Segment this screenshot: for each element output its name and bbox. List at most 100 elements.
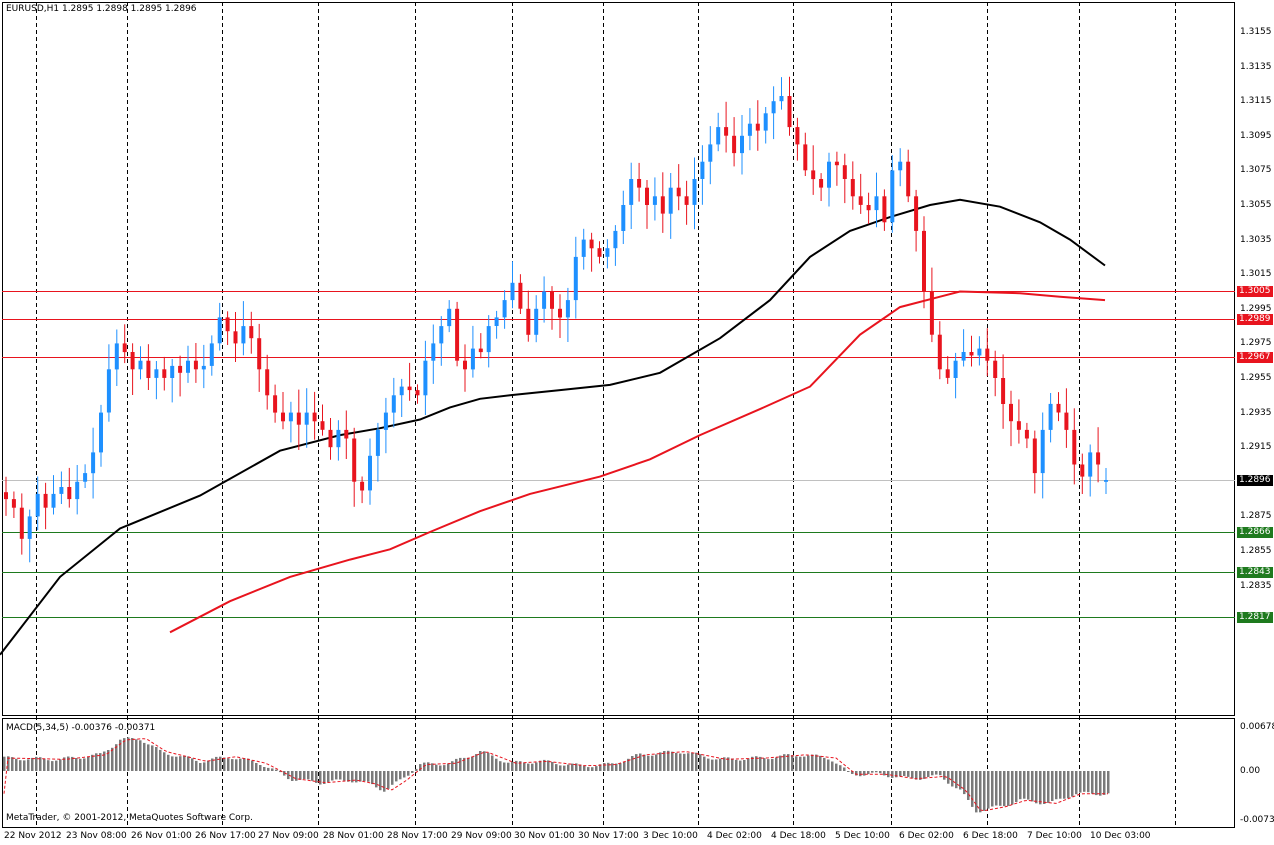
- macd-bar: [127, 737, 130, 771]
- macd-bar: [527, 763, 530, 771]
- macd-bar: [435, 764, 438, 771]
- macd-bar: [587, 767, 590, 771]
- candle-body: [771, 101, 776, 114]
- candle-body: [858, 196, 863, 205]
- macd-bar: [195, 760, 198, 771]
- candle-body: [312, 412, 317, 422]
- macd-bar: [827, 759, 830, 771]
- macd-bar: [111, 747, 114, 771]
- macd-bar: [703, 756, 706, 771]
- macd-bar: [727, 757, 730, 771]
- macd-bar: [211, 758, 214, 771]
- macd-bar: [483, 751, 486, 771]
- candle-body: [1040, 429, 1045, 474]
- candle-body: [19, 507, 24, 539]
- candle-body: [494, 317, 499, 326]
- time-axis-label: 4 Dec 02:00: [707, 831, 762, 841]
- candle-body: [684, 196, 689, 205]
- macd-bar: [1075, 771, 1078, 795]
- macd-bar: [115, 744, 118, 771]
- macd-bar: [543, 759, 546, 771]
- macd-bar: [883, 771, 886, 776]
- macd-bar: [567, 764, 570, 771]
- candle-body: [597, 248, 602, 257]
- candle-body: [439, 326, 444, 344]
- macd-bar: [715, 759, 718, 771]
- candle-body: [106, 369, 111, 413]
- macd-bar: [255, 763, 258, 771]
- candle-body: [486, 326, 491, 353]
- macd-bar: [919, 771, 922, 780]
- macd-bar: [139, 740, 142, 771]
- candle-body: [945, 369, 950, 378]
- macd-bar: [643, 754, 646, 771]
- macd-bar: [507, 762, 510, 771]
- time-axis-label: 30 Nov 17:00: [578, 831, 639, 841]
- candle-body: [1009, 403, 1013, 422]
- price-axis-label: 1.3095: [1240, 130, 1272, 141]
- macd-bar: [799, 756, 802, 771]
- macd-bar: [347, 771, 350, 782]
- macd-bar: [867, 771, 870, 775]
- macd-bar: [331, 771, 334, 781]
- macd-bar: [739, 760, 742, 771]
- macd-bar: [787, 754, 790, 771]
- candle-body: [645, 187, 649, 205]
- macd-bar: [1055, 771, 1058, 800]
- macd-bar: [655, 754, 658, 771]
- macd-title: MACD(5,34,5) -0.00376 -0.00371: [6, 723, 156, 733]
- price-axis-label: 1.2955: [1240, 373, 1272, 383]
- macd-bar: [303, 771, 306, 779]
- candle-body: [209, 343, 214, 366]
- macd-bar: [907, 771, 910, 777]
- macd-bar: [595, 766, 598, 771]
- macd-bar: [19, 760, 22, 771]
- macd-bar: [971, 771, 974, 807]
- candle-body: [969, 352, 974, 356]
- macd-bar: [243, 758, 246, 771]
- macd-bar: [847, 771, 850, 772]
- candle-body: [146, 360, 151, 378]
- macd-bar: [419, 764, 422, 771]
- macd-bar: [807, 755, 810, 771]
- time-axis-label: 6 Dec 18:00: [963, 831, 1018, 841]
- macd-bar: [1103, 771, 1106, 795]
- macd-bar: [1043, 771, 1046, 804]
- macd-bar: [167, 754, 170, 771]
- candle-body: [961, 352, 966, 361]
- candle-body: [914, 196, 919, 231]
- macd-bar: [611, 763, 614, 771]
- macd-bar: [471, 756, 474, 771]
- macd-bar: [999, 771, 1002, 806]
- macd-bar: [1091, 771, 1094, 794]
- macd-bar: [511, 761, 514, 771]
- macd-bar: [635, 754, 638, 771]
- candle-body: [922, 230, 926, 292]
- macd-bar: [59, 759, 62, 771]
- macd-bar: [647, 755, 650, 771]
- candle-body: [114, 343, 119, 370]
- macd-bar: [663, 751, 666, 771]
- candle-body: [407, 386, 412, 391]
- candle-body: [59, 487, 64, 494]
- macd-bar: [395, 771, 398, 782]
- macd-bar: [183, 755, 186, 771]
- macd-bar: [123, 738, 126, 771]
- macd-bar: [283, 771, 286, 776]
- macd-bar: [227, 758, 230, 771]
- candle-body: [542, 291, 547, 309]
- candle-body: [447, 308, 452, 327]
- candle-body: [170, 365, 175, 378]
- macd-bar: [87, 756, 90, 771]
- macd-bar: [319, 771, 322, 785]
- candle-body: [629, 179, 634, 205]
- candle-body: [249, 326, 254, 339]
- macd-bar: [163, 752, 166, 771]
- macd-bar: [719, 758, 722, 771]
- macd-bar: [875, 771, 878, 773]
- macd-bar: [975, 771, 978, 813]
- candle-body: [526, 308, 531, 335]
- macd-bar: [711, 759, 714, 771]
- candle-body: [755, 123, 760, 131]
